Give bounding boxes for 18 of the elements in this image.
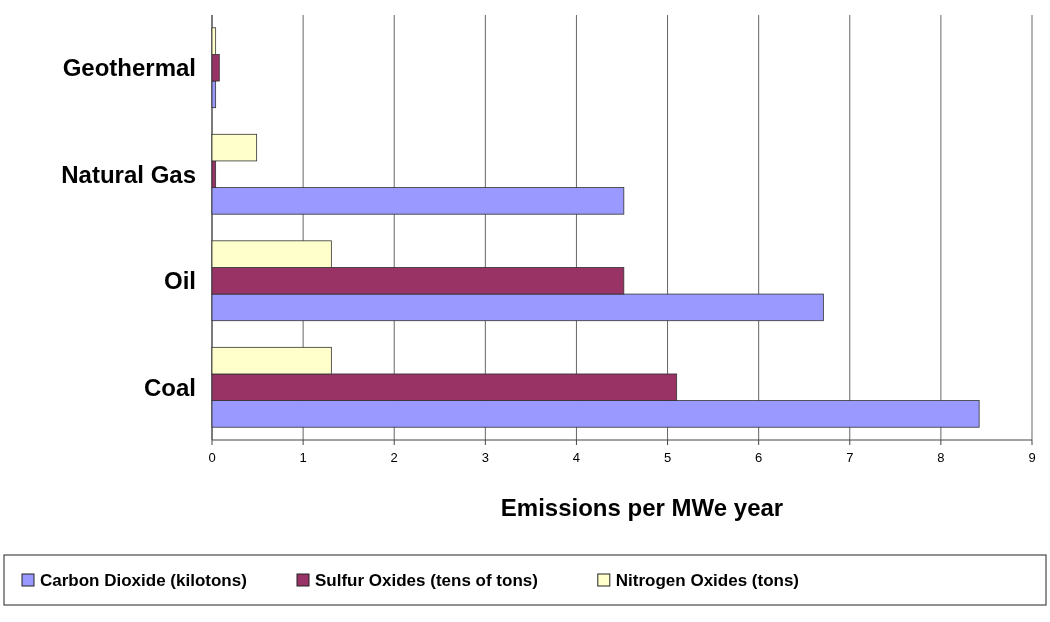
y-tick-label: Coal xyxy=(143,373,196,401)
y-tick-label: Natural Gas xyxy=(61,160,196,188)
x-tick-label: 9 xyxy=(1028,450,1036,465)
x-tick-label: 1 xyxy=(299,450,307,465)
x-tick-label: 0 xyxy=(208,450,216,465)
x-tick-label: 7 xyxy=(846,450,854,465)
legend-label: Nitrogen Oxides (tons) xyxy=(615,570,800,590)
legend-label: Sulfur Oxides (tens of tons) xyxy=(315,570,538,590)
x-tick-label: 5 xyxy=(663,450,672,465)
x-tick-label: 8 xyxy=(937,450,945,465)
x-tick-label: 3 xyxy=(481,450,489,465)
legend-label: Carbon Dioxide (kilotons) xyxy=(40,570,247,590)
x-tick-label: 4 xyxy=(572,450,581,465)
x-axis-title: Emissions per MWe year xyxy=(500,494,784,521)
x-tick-label: 2 xyxy=(390,450,398,465)
y-tick-label: Oil xyxy=(163,267,196,295)
y-tick-label: Geothermal xyxy=(62,54,196,82)
x-tick-label: 6 xyxy=(755,450,763,465)
